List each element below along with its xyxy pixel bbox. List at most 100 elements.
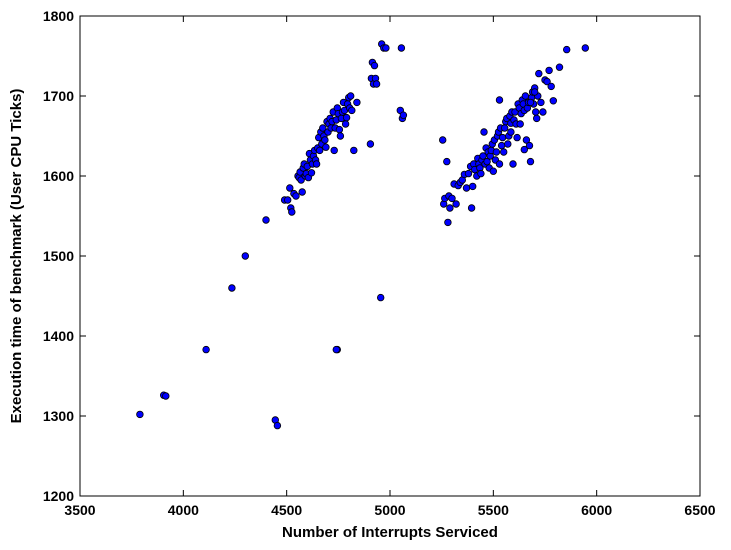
data-point	[446, 204, 454, 212]
y-axis: 1200 1300 1400 1500 1600 1700 1800	[43, 8, 700, 504]
data-point	[526, 98, 535, 107]
data-point	[348, 106, 356, 115]
data-point	[330, 146, 338, 155]
y-tick-label: 1600	[43, 168, 74, 184]
x-tick-label: 6000	[581, 502, 612, 518]
data-point	[509, 160, 517, 168]
data-point	[549, 97, 557, 105]
data-point	[202, 345, 210, 354]
data-point	[136, 410, 144, 419]
data-point	[489, 167, 497, 175]
data-point	[537, 98, 545, 107]
data-point	[535, 69, 543, 78]
data-point	[581, 44, 589, 52]
data-point	[469, 182, 477, 191]
y-axis-label: Execution time of benchmark (User CPU Ti…	[8, 89, 25, 424]
data-point	[382, 44, 390, 52]
data-point	[500, 148, 508, 156]
plot-frame	[79, 15, 701, 497]
data-point	[342, 113, 351, 122]
data-point	[307, 169, 316, 177]
data-point	[241, 252, 249, 260]
data-point	[228, 284, 236, 292]
y-tick-label: 1800	[43, 8, 74, 24]
data-point	[522, 136, 531, 144]
data-point	[322, 143, 330, 151]
y-tick-label: 1400	[43, 328, 74, 344]
data-point	[492, 148, 501, 156]
data-point	[480, 128, 488, 136]
data-point	[399, 111, 408, 119]
data-point	[498, 133, 507, 142]
data-point	[501, 124, 509, 132]
x-tick-label: 4500	[271, 502, 302, 518]
data-point	[464, 169, 473, 178]
data-point	[526, 157, 535, 166]
data-point	[547, 82, 555, 91]
data-point	[563, 45, 571, 54]
x-tick-label: 3500	[64, 502, 95, 518]
data-point	[555, 63, 564, 71]
data-point	[516, 120, 524, 128]
data-point	[495, 96, 504, 104]
data-point	[288, 208, 296, 216]
data-point	[397, 44, 406, 52]
data-point	[532, 108, 540, 116]
data-point	[350, 146, 358, 155]
x-tick-label: 5000	[374, 502, 405, 518]
data-point	[467, 204, 476, 212]
data-point	[353, 98, 361, 107]
data-point	[377, 293, 385, 302]
data-point	[443, 157, 451, 166]
data-point	[298, 188, 306, 196]
data-point	[452, 200, 460, 208]
data-point	[521, 92, 530, 100]
x-tick-label: 6500	[684, 502, 715, 518]
x-tick-label: 5500	[478, 502, 509, 518]
x-tick-label: 4000	[168, 502, 199, 518]
data-points	[136, 40, 589, 430]
data-point	[316, 146, 324, 155]
data-point	[479, 152, 487, 160]
y-tick-label: 1200	[43, 488, 74, 504]
data-point	[162, 392, 170, 400]
data-point	[543, 77, 551, 86]
data-point	[448, 194, 456, 203]
data-point	[335, 125, 344, 134]
data-point	[312, 160, 321, 168]
data-point	[372, 80, 381, 88]
data-point	[545, 66, 553, 75]
data-point	[495, 160, 504, 168]
data-point	[533, 114, 541, 123]
data-point	[273, 421, 282, 430]
data-point	[513, 133, 521, 142]
data-point	[462, 184, 471, 192]
data-point	[507, 128, 515, 136]
y-tick-label: 1300	[43, 408, 74, 424]
x-axis: 3500 4000 4500 5000 5500 6000 6500	[64, 16, 716, 518]
data-point	[284, 196, 292, 204]
data-point	[531, 88, 539, 96]
data-point	[262, 216, 270, 224]
y-tick-label: 1500	[43, 248, 74, 264]
data-point	[347, 92, 355, 100]
data-point	[483, 157, 491, 166]
data-point	[444, 218, 452, 227]
data-point	[497, 141, 506, 150]
x-axis-label: Number of Interrupts Serviced	[282, 524, 498, 541]
data-point	[321, 136, 329, 144]
data-point	[319, 124, 327, 132]
data-point	[292, 192, 300, 200]
data-point	[504, 140, 512, 148]
data-point	[332, 345, 340, 354]
data-point	[539, 108, 547, 116]
data-point	[525, 141, 534, 150]
data-point	[336, 132, 345, 140]
data-point	[286, 184, 294, 192]
data-point	[477, 169, 485, 178]
data-point	[370, 61, 379, 70]
data-point	[341, 120, 350, 128]
data-point	[520, 145, 528, 154]
data-point	[366, 140, 375, 148]
